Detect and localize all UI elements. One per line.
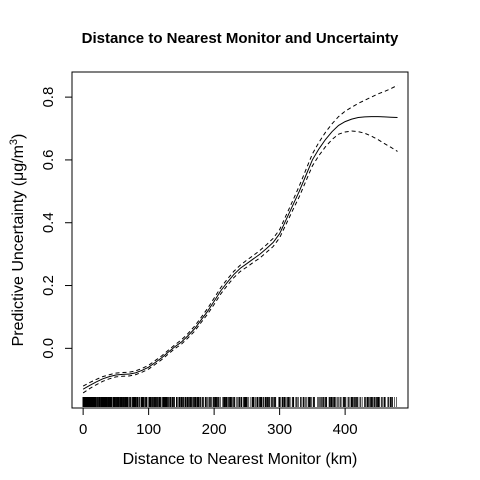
x-tick-label: 0 [79,421,87,438]
y-tick-label: 0.4 [40,212,57,233]
plot-frame [71,71,409,409]
y-tick-label: 0.8 [40,87,57,108]
y-tick-label: 0.0 [40,338,57,359]
y-axis-label: Predictive Uncertainty (μg/m3) [8,134,27,347]
x-tick-label: 100 [136,421,161,438]
x-tick-label: 200 [202,421,227,438]
y-axis-label-close: ) [10,134,27,139]
confidence-band-line [82,130,398,394]
x-axis-label: Distance to Nearest Monitor (km) [123,451,358,468]
x-tick-label: 300 [267,421,292,438]
fitted-line [82,116,398,390]
y-axis-label-sup: 3 [8,139,20,145]
chart-title: Distance to Nearest Monitor and Uncertai… [82,30,399,47]
rug-marks [82,397,397,407]
x-tick-label: 400 [333,421,358,438]
y-tick-label: 0.6 [40,149,57,170]
y-axis: 0.0 0.2 0.4 0.6 0.8 [40,87,73,359]
series-group [82,84,398,394]
y-axis-label-text: Predictive Uncertainty (μg/m [10,145,27,346]
x-axis: 0 100 200 300 400 [79,407,358,438]
y-tick-label: 0.2 [40,275,57,296]
confidence-band-line [82,84,398,387]
